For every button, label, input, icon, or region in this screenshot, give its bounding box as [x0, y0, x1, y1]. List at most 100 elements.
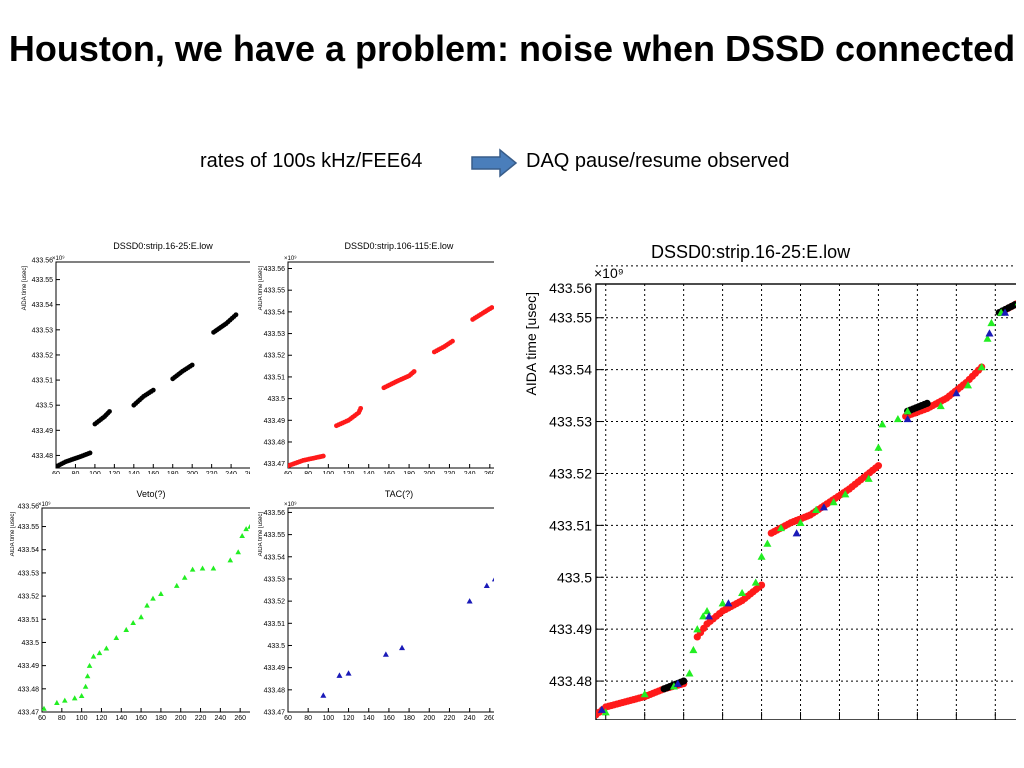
data-point: [90, 653, 97, 659]
plot-dssd-strip-16-25-small: DSSD0:strip.16-25:E.low 60 80 100 120 140 160 1…: [22, 241, 250, 474]
data-point: [235, 549, 241, 555]
data-point: [411, 369, 417, 374]
y-tick-label: 433.51: [32, 378, 54, 385]
y-tick-label: 433.51: [18, 617, 40, 624]
x-tick-label: 200: [186, 471, 198, 474]
data-point: [673, 679, 682, 687]
data-point: [597, 705, 606, 713]
data-point: [983, 334, 992, 342]
data-point: [84, 673, 91, 679]
y-tick-label: 433.55: [549, 310, 592, 326]
data-marks: [42, 523, 250, 711]
y-multiplier: ×10⁹: [594, 265, 624, 281]
y-axis-label: AIDA time [usec]: [523, 292, 539, 395]
y-tick-label: 433.48: [549, 673, 592, 689]
data-point: [812, 505, 821, 513]
data-point: [483, 582, 490, 589]
data-point: [903, 414, 912, 423]
x-tick-label: 160: [147, 471, 159, 474]
data-point: [123, 626, 130, 632]
data-point: [345, 670, 352, 676]
chart-title: DSSD0:strip.16-25:E.low: [651, 242, 851, 262]
plot-veto-small: Veto(?)608010012014016018020022024026028…: [10, 489, 250, 720]
data-point: [358, 405, 364, 411]
data-point: [87, 450, 93, 456]
y-tick-label: 433.54: [264, 554, 286, 561]
x-tick-label: 260: [234, 715, 246, 720]
data-marks: [596, 300, 1016, 719]
x-tick-label: 220: [206, 471, 218, 474]
y-multiplier: ×10⁹: [284, 501, 297, 508]
data-point: [399, 644, 406, 651]
y-tick-label: 433.53: [32, 327, 54, 334]
y-tick-label: 433.53: [18, 570, 40, 577]
chart-title: Veto(?): [136, 489, 165, 499]
y-tick-label: 433.49: [264, 418, 286, 425]
y-tick-label: 433.55: [32, 277, 54, 284]
x-tick-label: 60: [284, 715, 292, 720]
y-tick-label: 433.47: [18, 710, 40, 717]
data-marks: [320, 577, 494, 698]
y-tick-label: 433.5: [267, 643, 285, 650]
y-tick-label: 433.48: [32, 453, 54, 460]
data-point: [699, 612, 708, 620]
data-point: [113, 635, 120, 641]
data-marks: [56, 312, 239, 468]
right-arrow-icon: [471, 148, 518, 178]
x-tick-label: 120: [343, 715, 355, 720]
data-point: [227, 557, 234, 563]
data-point: [78, 692, 85, 699]
y-tick-label: 433.53: [264, 331, 286, 338]
data-point: [977, 363, 986, 371]
x-tick-label: 80: [304, 471, 312, 474]
y-tick-label: 433.52: [264, 599, 286, 606]
y-tick-label: 433.53: [549, 414, 592, 430]
x-tick-label: 60: [52, 471, 60, 474]
data-point: [841, 490, 850, 498]
data-point: [1001, 308, 1010, 316]
y-tick-label: 433.49: [549, 621, 592, 637]
y-axis-label: AIDA time [usec]: [258, 266, 264, 311]
data-point: [86, 662, 93, 668]
x-tick-label: 140: [128, 471, 140, 474]
y-tick-label: 433.48: [18, 686, 40, 693]
data-point: [181, 574, 188, 580]
data-point: [685, 669, 694, 677]
data-point: [61, 697, 68, 703]
x-tick-label: 100: [89, 471, 101, 474]
x-tick-label: 140: [115, 715, 127, 720]
data-point: [903, 407, 912, 415]
data-point: [210, 565, 217, 571]
data-point: [489, 305, 494, 310]
x-tick-label: 260: [484, 715, 494, 720]
x-tick-label: 160: [383, 715, 395, 720]
y-tick-label: 433.51: [264, 621, 286, 628]
data-point: [320, 453, 326, 459]
chart-title: DSSD0:strip.16-25:E.low: [113, 241, 213, 251]
data-point: [601, 708, 610, 716]
plot-frame: [41, 507, 250, 713]
data-point: [382, 651, 389, 657]
data-point: [491, 577, 494, 582]
plot-tac-small: TAC(?)6080100120140160180200220240260280…: [258, 489, 494, 720]
x-tick-label: 140: [363, 471, 375, 474]
data-point: [796, 518, 805, 526]
data-point: [874, 462, 883, 470]
x-tick-label: 60: [284, 471, 292, 474]
data-point: [320, 692, 327, 698]
y-tick-label: 433.51: [549, 517, 592, 533]
y-tick-label: 433.49: [264, 665, 286, 672]
data-point: [757, 581, 766, 589]
data-point: [138, 614, 144, 620]
data-point: [985, 329, 994, 337]
x-tick-label: 240: [464, 471, 476, 474]
data-point: [864, 474, 873, 482]
data-point: [199, 565, 206, 571]
y-tick-label: 433.5: [21, 640, 39, 647]
data-point: [703, 607, 712, 615]
x-tick-label: 80: [72, 471, 80, 474]
data-point: [189, 566, 196, 572]
y-tick-label: 433.55: [264, 288, 286, 295]
data-point: [964, 381, 973, 389]
y-tick-label: 433.48: [264, 687, 286, 694]
